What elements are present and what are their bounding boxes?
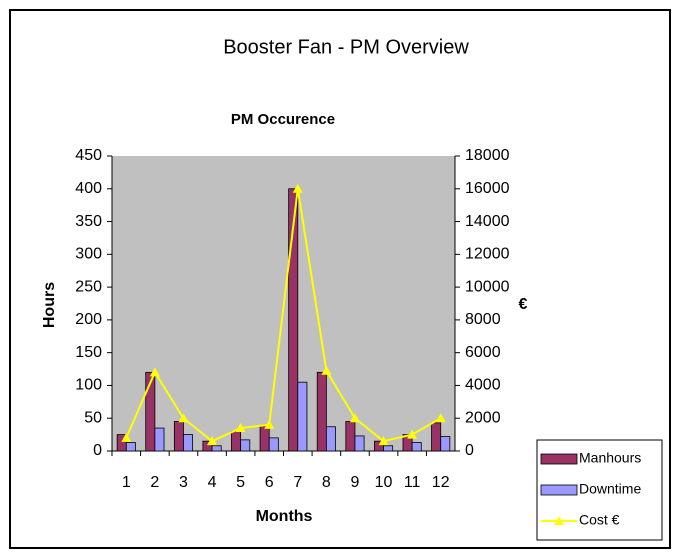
line-marker [264,419,275,429]
line-marker [378,436,389,446]
bar [240,439,251,452]
y2-tick-label: 2000 [465,409,501,426]
bar [297,381,308,452]
line-marker [292,183,303,193]
bar [183,434,194,452]
y-tick-label: 250 [75,278,102,295]
bar [316,371,327,452]
chart-title: Booster Fan - PM Overview [223,36,469,58]
x-tick-label: 10 [375,474,393,491]
y-tick-label: 0 [93,442,102,459]
bar [383,445,394,452]
line-marker [178,413,189,423]
bar [345,421,356,452]
line-marker [149,367,160,377]
y2-tick-label: 12000 [465,246,510,263]
bar [173,421,184,452]
y-tick-label: 400 [75,180,102,197]
line-marker [321,365,332,375]
bar [431,422,442,452]
bar [231,430,242,452]
line-marker [121,432,132,442]
line-marker [435,413,446,423]
x-tick-label: 8 [322,474,331,491]
chart-subtitle: PM Occurence [231,111,335,128]
y2-tick-label: 6000 [465,344,501,361]
legend-label: Downtime [579,481,641,497]
line-marker [407,429,418,439]
bar [440,436,451,452]
y-tick-label: 450 [75,147,102,164]
bar [268,437,279,452]
legend-marker [554,516,564,525]
legend-swatch [540,484,578,496]
bar [411,442,422,452]
legend-label: Cost € [579,512,620,528]
x-tick-label: 3 [179,474,188,491]
y2-tick-label: 18000 [465,147,510,164]
x-tick-label: 5 [236,474,245,491]
bar [288,188,299,452]
x-tick-label: 1 [122,474,131,491]
y2-tick-label: 10000 [465,278,510,295]
bar [354,435,365,452]
y-tick-label: 100 [75,377,102,394]
y-tick-label: 200 [75,311,102,328]
x-tick-label: 9 [351,474,360,491]
bar [125,442,136,452]
bar [154,427,165,452]
line-marker [235,423,246,433]
bar [259,425,270,452]
x-tick-label: 12 [432,474,450,491]
legend-label: Manhours [579,450,641,466]
x-tick-label: 6 [265,474,274,491]
y2-tick-label: 8000 [465,311,501,328]
y-tick-label: 300 [75,246,102,263]
cost-line [125,188,442,443]
y2-tick-label: 0 [465,442,474,459]
legend-swatch [540,453,578,465]
x-tick-label: 7 [293,474,302,491]
x-tick-label: 4 [208,474,217,491]
line-marker [349,413,360,423]
y-tick-label: 350 [75,213,102,230]
bar [211,445,222,452]
y2-tick-label: 16000 [465,180,510,197]
y2-tick-label: 4000 [465,377,501,394]
y-axis-label: Hours [41,282,58,328]
y2-axis-label: € [519,296,528,313]
x-tick-label: 11 [404,474,421,491]
y2-tick-label: 14000 [465,213,510,230]
y-tick-label: 50 [84,409,102,426]
line-marker [207,436,218,446]
bar [145,371,156,452]
y-tick-label: 150 [75,344,102,361]
x-tick-label: 2 [150,474,159,491]
x-axis-label: Months [256,508,313,525]
bar [325,426,336,452]
